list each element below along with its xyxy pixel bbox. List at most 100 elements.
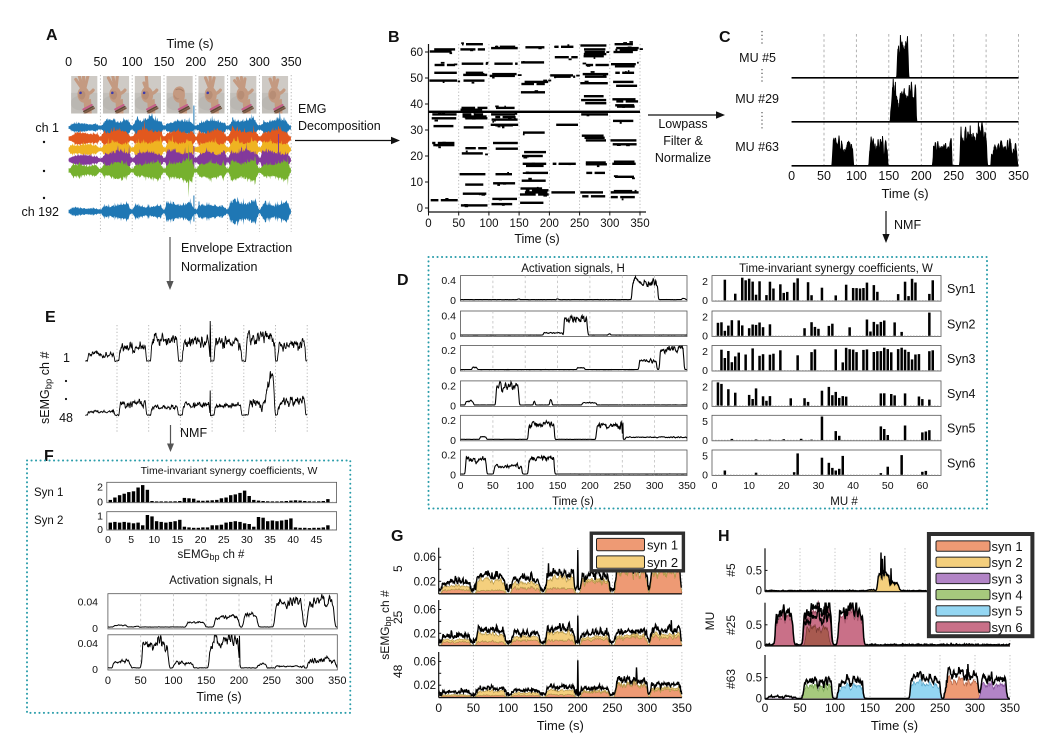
- svg-text:0.06: 0.06: [414, 552, 436, 564]
- svg-text:Time (s): Time (s): [881, 186, 928, 201]
- svg-text:Syn6: Syn6: [947, 456, 976, 470]
- svg-text:0: 0: [417, 203, 423, 215]
- svg-text:0: 0: [458, 480, 464, 492]
- svg-text:0.2: 0.2: [441, 450, 456, 462]
- svg-text:syn 2: syn 2: [992, 555, 1023, 570]
- svg-text:250: 250: [602, 701, 622, 715]
- svg-text:45: 45: [311, 534, 323, 546]
- svg-text:150: 150: [549, 480, 567, 492]
- svg-text:0.5: 0.5: [746, 620, 762, 632]
- svg-text:350: 350: [1008, 169, 1029, 183]
- svg-text:0: 0: [702, 331, 708, 343]
- svg-text:350: 350: [1000, 701, 1020, 715]
- svg-text:ch 192: ch 192: [21, 205, 59, 219]
- svg-text:200: 200: [185, 55, 206, 69]
- svg-text:D: D: [397, 272, 409, 289]
- svg-text:Syn 1: Syn 1: [34, 487, 63, 499]
- svg-text:MU #: MU #: [830, 496, 858, 508]
- svg-text:B: B: [388, 29, 400, 46]
- svg-text:20: 20: [410, 151, 423, 163]
- svg-text:2: 2: [97, 481, 103, 493]
- svg-text:1: 1: [63, 351, 70, 365]
- svg-text:0: 0: [702, 295, 708, 307]
- svg-text:0: 0: [702, 435, 708, 447]
- svg-text:200: 200: [895, 701, 915, 715]
- svg-text:350: 350: [328, 675, 346, 687]
- svg-text:2: 2: [702, 346, 708, 358]
- svg-text:200: 200: [568, 701, 588, 715]
- svg-text:C: C: [719, 29, 731, 46]
- svg-text:5: 5: [391, 565, 405, 572]
- svg-text:0.02: 0.02: [414, 680, 436, 692]
- svg-text:syn 1: syn 1: [992, 539, 1023, 554]
- svg-text:40: 40: [847, 480, 859, 492]
- svg-text:300: 300: [600, 218, 619, 230]
- svg-text:0.06: 0.06: [414, 605, 436, 617]
- svg-text:48: 48: [391, 664, 405, 678]
- svg-text:Time (s): Time (s): [871, 718, 918, 733]
- svg-text:5: 5: [128, 534, 134, 546]
- svg-text:Time (s): Time (s): [552, 496, 594, 508]
- svg-text:0: 0: [756, 693, 762, 705]
- svg-text:0: 0: [702, 365, 708, 377]
- svg-text:50: 50: [467, 701, 481, 715]
- svg-text:100: 100: [164, 675, 182, 687]
- svg-text:Syn1: Syn1: [947, 282, 976, 296]
- svg-text:0: 0: [756, 586, 762, 598]
- svg-text:sEMGbp ch #: sEMGbp ch #: [38, 352, 55, 424]
- svg-text:MU #63: MU #63: [735, 140, 779, 154]
- svg-text:0: 0: [425, 218, 431, 230]
- svg-text:35: 35: [264, 534, 276, 546]
- svg-text:0.2: 0.2: [441, 415, 456, 427]
- svg-text:Normalize: Normalize: [655, 151, 711, 165]
- svg-text:100: 100: [825, 701, 845, 715]
- svg-text:syn 6: syn 6: [992, 620, 1023, 635]
- svg-text:0: 0: [450, 435, 456, 447]
- svg-text:0: 0: [435, 701, 442, 715]
- svg-text:20: 20: [778, 480, 790, 492]
- svg-text:50: 50: [410, 73, 423, 85]
- svg-text:A: A: [46, 27, 58, 44]
- svg-text:Syn2: Syn2: [947, 317, 976, 331]
- svg-text:0: 0: [450, 365, 456, 377]
- svg-text:40: 40: [410, 99, 423, 111]
- svg-text:300: 300: [646, 480, 664, 492]
- svg-text:0: 0: [97, 497, 103, 509]
- svg-text:F: F: [44, 448, 54, 465]
- svg-text:250: 250: [217, 55, 238, 69]
- svg-text:0: 0: [65, 55, 72, 69]
- svg-text:0: 0: [712, 480, 718, 492]
- svg-text:48: 48: [59, 411, 73, 425]
- svg-text:250: 250: [614, 480, 632, 492]
- svg-text:0: 0: [788, 169, 795, 183]
- svg-text:50: 50: [452, 218, 465, 230]
- svg-text:300: 300: [637, 701, 657, 715]
- svg-text:200: 200: [540, 218, 559, 230]
- svg-text:Time (s): Time (s): [537, 718, 584, 733]
- svg-text:0.2: 0.2: [441, 380, 456, 392]
- svg-text:100: 100: [846, 169, 867, 183]
- svg-text:Normalization: Normalization: [181, 260, 257, 274]
- svg-text:300: 300: [249, 55, 270, 69]
- svg-text:0.02: 0.02: [414, 576, 436, 588]
- svg-text:350: 350: [281, 55, 302, 69]
- svg-text:60: 60: [410, 47, 423, 59]
- svg-text:50: 50: [93, 55, 107, 69]
- svg-text:sEMGbp ch #: sEMGbp ch #: [378, 590, 393, 660]
- svg-text:50: 50: [793, 701, 807, 715]
- svg-text:EMG: EMG: [298, 102, 326, 116]
- svg-text:Time-invariant synergy coeffic: Time-invariant synergy coefficients, W: [739, 263, 933, 275]
- svg-text:#63: #63: [724, 669, 738, 689]
- svg-text:2: 2: [702, 312, 708, 324]
- svg-text:1: 1: [97, 511, 103, 523]
- svg-text:sEMGbp ch #: sEMGbp ch #: [178, 549, 246, 562]
- svg-text:5: 5: [702, 451, 708, 463]
- svg-text:Filter &: Filter &: [663, 134, 703, 148]
- svg-text:syn 4: syn 4: [992, 588, 1023, 603]
- svg-text:2: 2: [702, 381, 708, 393]
- svg-text:0.04: 0.04: [78, 638, 99, 650]
- svg-text:0.4: 0.4: [441, 311, 456, 323]
- svg-text:200: 200: [581, 480, 599, 492]
- svg-text:Decomposition: Decomposition: [298, 119, 381, 133]
- svg-text:200: 200: [230, 675, 248, 687]
